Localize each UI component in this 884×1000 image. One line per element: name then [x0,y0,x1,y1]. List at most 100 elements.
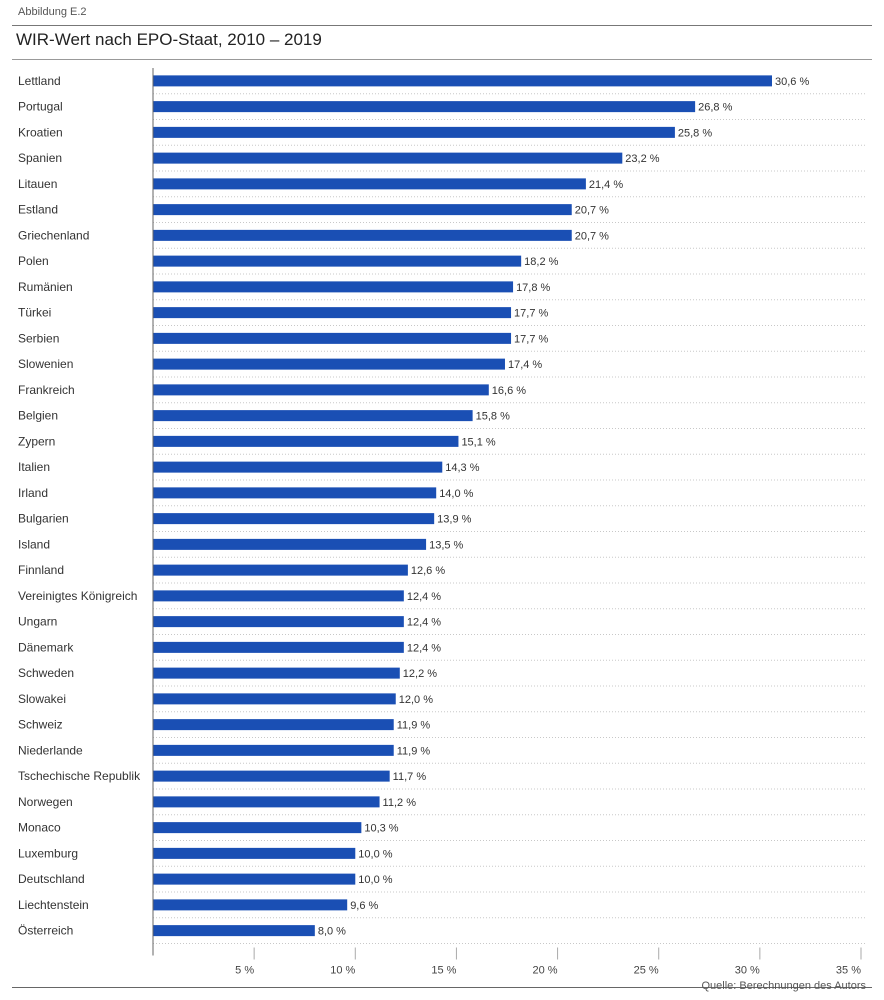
value-label: 12,0 % [399,694,433,706]
category-label: Kroatien [18,125,63,139]
value-label: 11,2 % [383,797,417,809]
bar [153,616,404,628]
category-label: Finnland [18,563,64,577]
value-label: 8,0 % [318,926,346,938]
value-label: 14,3 % [445,462,479,474]
value-label: 12,4 % [407,591,441,603]
source-note: Quelle: Berechnungen des Autors [701,980,866,992]
value-label: 17,4 % [508,359,542,371]
x-tick-label: 30 % [735,965,760,977]
bar [153,435,459,447]
category-label: Deutschland [18,872,85,886]
bar [153,204,572,216]
bar [153,796,380,808]
bar [153,461,443,473]
value-label: 13,5 % [429,539,463,551]
bar [153,513,435,525]
category-label: Estland [18,203,58,217]
category-label: Zypern [18,434,55,448]
value-label: 10,0 % [358,848,392,860]
bar [153,925,315,937]
value-label: 17,7 % [514,308,548,320]
bar [153,487,437,499]
category-label: Österreich [18,924,73,938]
bar [153,384,489,396]
bar [153,899,348,911]
bar [153,538,427,550]
x-tick-label: 5 % [235,965,254,977]
value-label: 26,8 % [698,102,732,114]
value-label: 17,8 % [516,282,550,294]
bar [153,744,394,756]
category-label: Litauen [18,177,57,191]
value-label: 10,0 % [358,874,392,886]
bar [153,101,696,113]
bar [153,641,404,653]
category-label: Spanien [18,151,62,165]
category-label: Slowenien [18,357,73,371]
category-label: Belgien [18,409,58,423]
category-label: Frankreich [18,383,75,397]
x-tick-label: 10 % [330,965,355,977]
category-label: Slowakei [18,692,66,706]
bar [153,358,505,370]
category-label: Luxemburg [18,846,78,860]
category-label: Ungarn [18,615,57,629]
value-label: 12,4 % [407,642,441,654]
category-label: Irland [18,486,48,500]
category-label: Monaco [18,821,61,835]
value-label: 20,7 % [575,230,609,242]
category-label: Vereinigtes Königreich [18,589,137,603]
bar [153,770,390,782]
category-label: Bulgarien [18,512,69,526]
value-label: 16,6 % [492,385,526,397]
bar [153,332,512,344]
x-tick-label: 20 % [532,965,557,977]
value-label: 15,1 % [461,436,495,448]
category-label: Tschechische Republik [18,769,141,783]
bar [153,75,772,87]
category-label: Niederlande [18,743,83,757]
bar [153,667,400,679]
bar [153,693,396,705]
value-label: 25,8 % [678,127,712,139]
value-label: 11,9 % [397,745,431,757]
value-label: 12,6 % [411,565,445,577]
bar [153,307,512,319]
category-label: Dänemark [18,640,74,654]
category-label: Griechenland [18,228,89,242]
category-label: Rumänien [18,280,73,294]
bar [153,255,522,267]
value-label: 23,2 % [625,153,659,165]
bar [153,822,362,834]
value-label: 15,8 % [476,411,510,423]
x-tick-label: 35 % [836,965,861,977]
value-label: 17,7 % [514,333,548,345]
bar [153,410,473,422]
category-label: Norwegen [18,795,73,809]
value-label: 30,6 % [775,76,809,88]
chart-title: WIR-Wert nach EPO-Staat, 2010 – 2019 [16,30,322,49]
category-label: Türkei [18,306,51,320]
category-label: Liechtenstein [18,898,89,912]
value-label: 11,9 % [397,720,431,732]
category-label: Italien [18,460,50,474]
category-label: Portugal [18,100,63,114]
category-label: Lettland [18,74,61,88]
value-label: 10,3 % [364,823,398,835]
value-label: 12,4 % [407,617,441,629]
bar [153,281,514,293]
x-tick-label: 15 % [431,965,456,977]
category-label: Polen [18,254,49,268]
value-label: 20,7 % [575,205,609,217]
value-label: 18,2 % [524,256,558,268]
bar [153,564,408,576]
bar [153,178,586,190]
category-label: Schweden [18,666,74,680]
bar [153,229,572,241]
value-label: 11,7 % [393,771,427,783]
top-divider [12,25,872,26]
value-label: 14,0 % [439,488,473,500]
bar [153,873,356,885]
